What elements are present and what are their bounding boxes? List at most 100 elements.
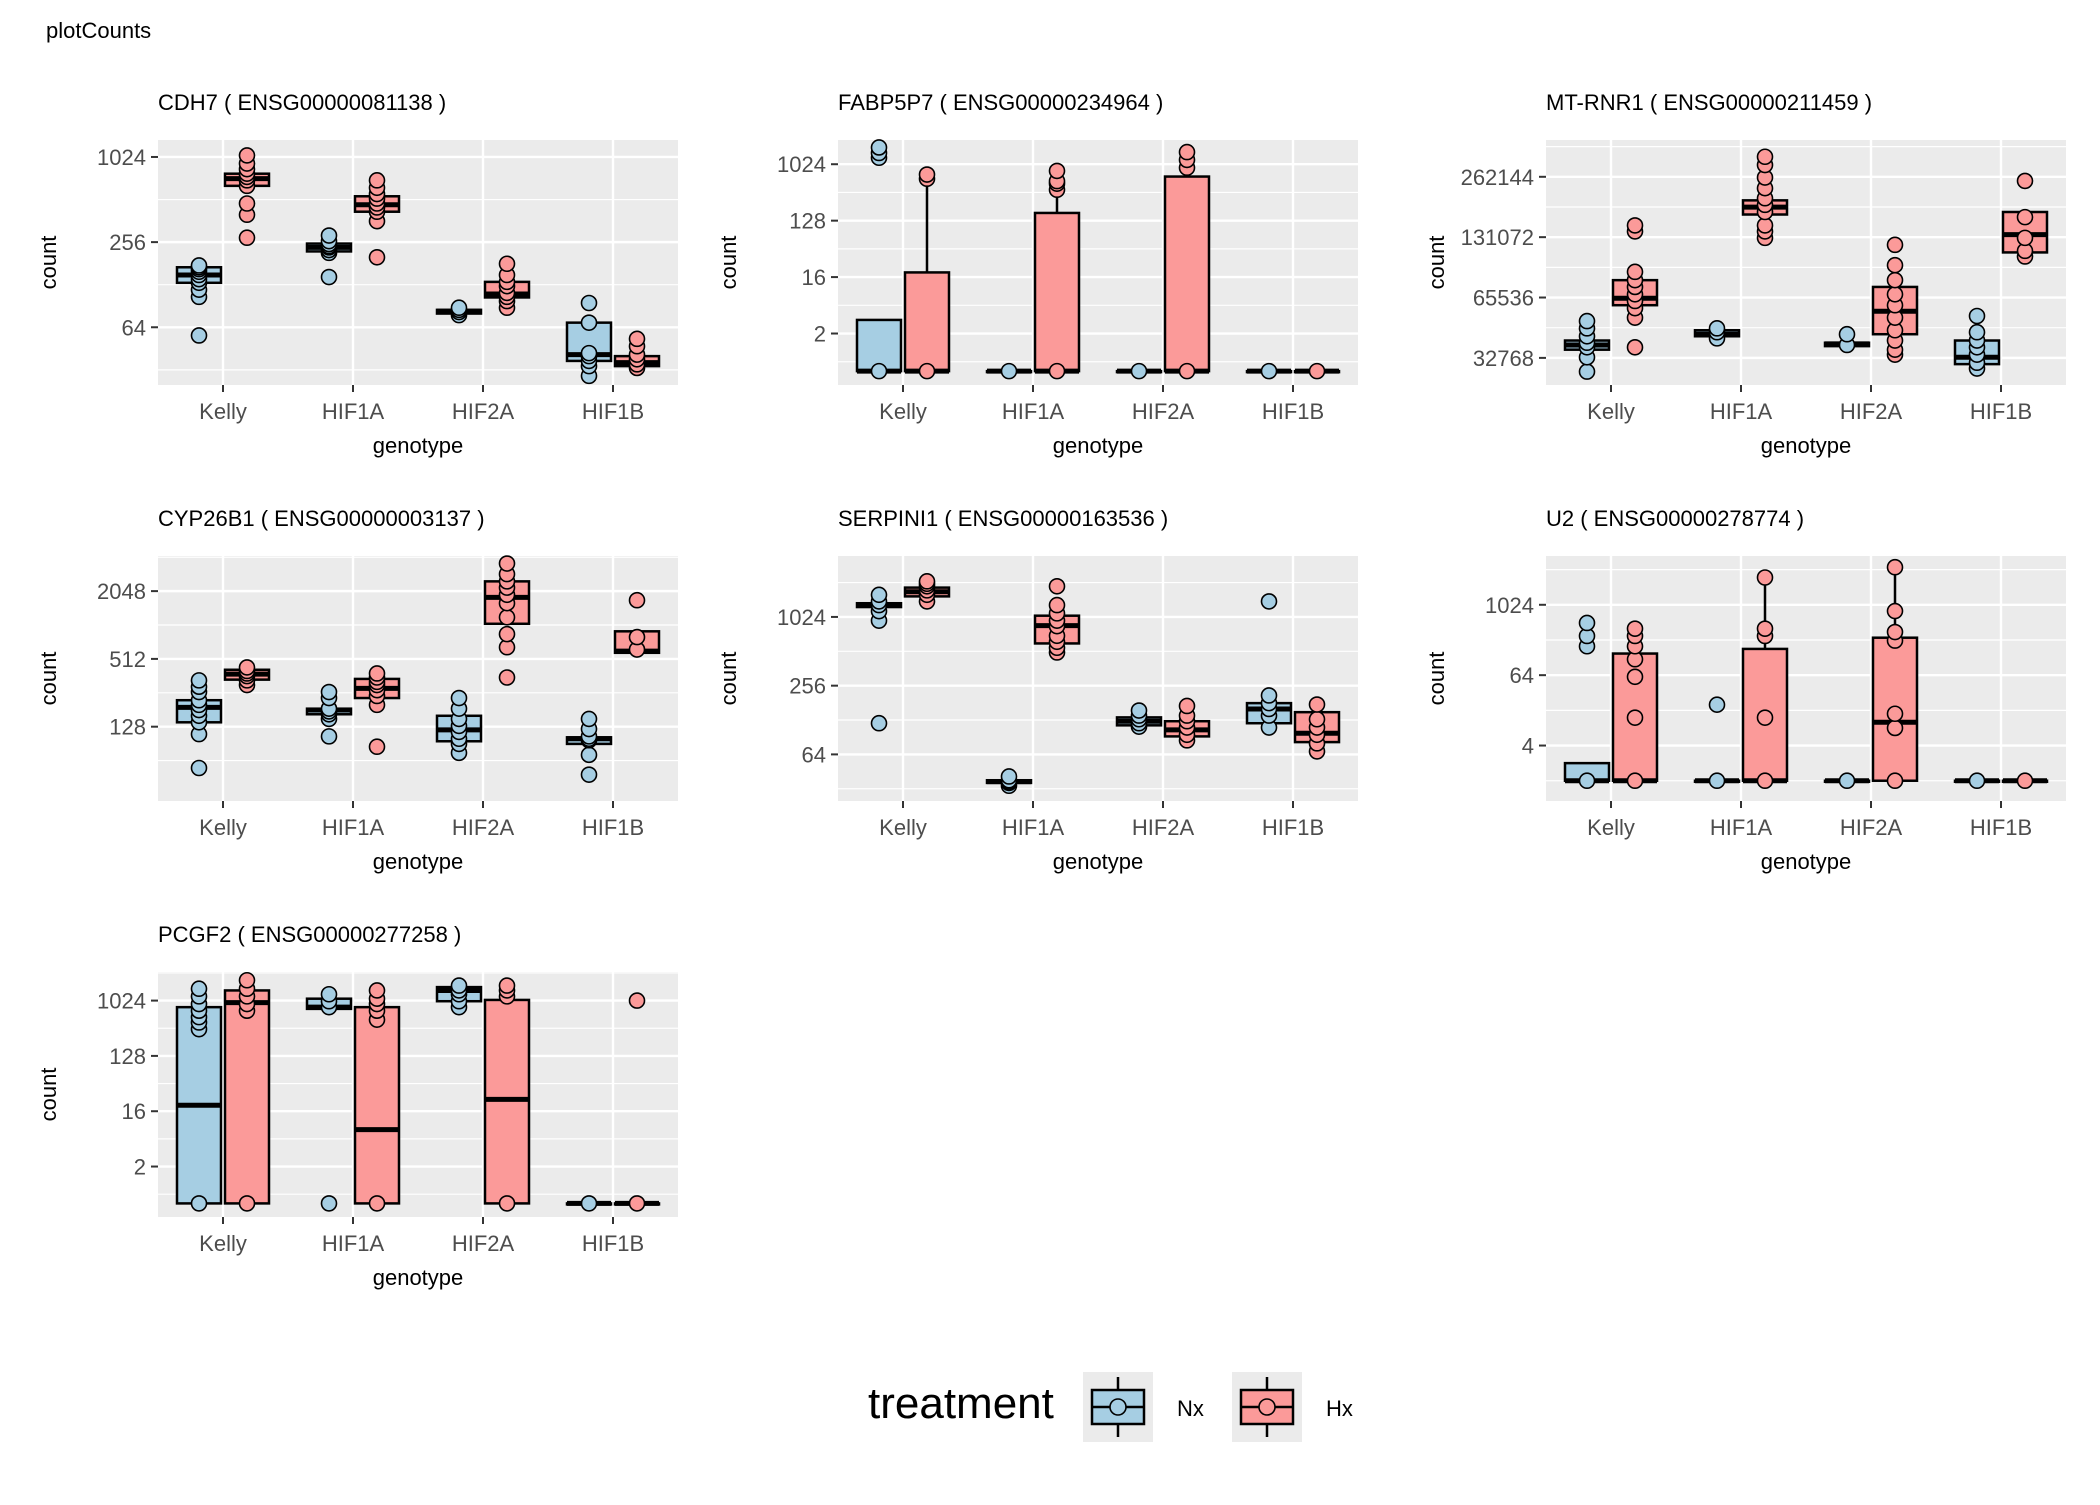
y-axis-title: count xyxy=(1424,236,1449,290)
y-tick-label: 2 xyxy=(134,1155,146,1180)
data-point-Nx xyxy=(1838,772,1856,790)
data-point-Hx xyxy=(368,1195,386,1212)
x-axis-title: genotype xyxy=(1761,849,1852,874)
y-tick-label: 65536 xyxy=(1473,286,1534,311)
data-point-Nx xyxy=(870,362,888,380)
data-point-Hx xyxy=(498,977,516,994)
data-point-Nx xyxy=(1578,614,1596,632)
y-tick-label: 256 xyxy=(789,674,826,699)
data-point-Nx xyxy=(320,268,338,286)
data-point-Hx xyxy=(1048,362,1066,380)
data-point-Hx xyxy=(628,1195,646,1212)
data-point-Hx xyxy=(498,608,516,626)
data-point-Nx xyxy=(1968,323,1986,341)
y-tick-label: 2048 xyxy=(97,579,146,604)
data-point-Hx xyxy=(1308,710,1326,728)
x-tick-label: HIF1A xyxy=(1002,815,1065,840)
data-point-Hx xyxy=(368,665,386,682)
box-Hx xyxy=(1163,175,1211,373)
panel-title: U2 ( ENSG00000278774 ) xyxy=(1546,506,1804,531)
data-point-Nx xyxy=(1968,307,1986,325)
data-point-Nx xyxy=(450,299,468,317)
data-point-Hx xyxy=(628,591,646,609)
data-point-Hx xyxy=(368,738,386,756)
panel-3: MT-RNR1 ( ENSG00000211459 ) 32768 65536 131… xyxy=(1424,90,2066,458)
data-point-Nx xyxy=(580,294,598,312)
data-point-Hx xyxy=(368,982,386,999)
data-point-Nx xyxy=(1708,772,1726,790)
data-point-Hx xyxy=(1756,569,1774,586)
data-point-Hx xyxy=(1308,696,1326,713)
legend-key-Nx xyxy=(1083,1372,1153,1442)
data-point-Hx xyxy=(1756,772,1774,790)
data-point-Hx xyxy=(918,362,936,380)
data-point-Hx xyxy=(1626,668,1644,686)
y-tick-label: 16 xyxy=(802,265,826,290)
data-point-Hx xyxy=(1756,620,1774,637)
data-point-Nx xyxy=(1838,325,1856,343)
y-tick-label: 1024 xyxy=(777,605,826,630)
x-axis-title: genotype xyxy=(373,433,464,458)
data-point-Hx xyxy=(498,1195,516,1212)
y-tick-label: 131072 xyxy=(1461,225,1534,250)
data-point-Nx xyxy=(320,1195,338,1212)
data-point-Hx xyxy=(1178,143,1196,161)
data-point-Nx xyxy=(190,1195,208,1212)
data-point-Hx xyxy=(1886,236,1904,254)
panel-5: SERPINI1 ( ENSG00000163536 ) 64 256 1024 Kel… xyxy=(716,506,1358,874)
x-tick-label: Kelly xyxy=(199,815,247,840)
data-point-Hx xyxy=(238,147,256,164)
y-tick-label: 32768 xyxy=(1473,346,1534,371)
data-point-Nx xyxy=(580,710,598,728)
data-point-Hx xyxy=(1886,772,1904,790)
x-tick-label: HIF1B xyxy=(582,1231,644,1256)
data-point-Hx xyxy=(238,1195,256,1212)
data-point-Hx xyxy=(1886,719,1904,737)
data-point-Hx xyxy=(238,971,256,989)
panel-title: CDH7 ( ENSG00000081138 ) xyxy=(158,90,446,115)
x-tick-label: Kelly xyxy=(199,399,247,424)
y-tick-label: 16 xyxy=(122,1099,146,1124)
data-point-Nx xyxy=(190,759,208,777)
box-Hx xyxy=(353,1005,401,1205)
data-point-Hx xyxy=(238,195,256,212)
data-point-Hx xyxy=(1048,596,1066,614)
x-axis-title: genotype xyxy=(1053,849,1144,874)
y-tick-label: 2 xyxy=(814,322,826,347)
data-point-Nx xyxy=(870,139,888,156)
data-point-Hx xyxy=(628,330,646,348)
legend: treatment Nx Hx xyxy=(868,1372,1353,1442)
data-point-Hx xyxy=(918,166,936,183)
panel-2: FABP5P7 ( ENSG00000234964 ) 2 16 128 1024 Kel… xyxy=(716,90,1358,458)
legend-title: treatment xyxy=(868,1379,1054,1428)
data-point-Hx xyxy=(498,669,516,686)
data-point-Nx xyxy=(1130,702,1148,719)
data-point-Nx xyxy=(580,344,598,362)
x-tick-label: HIF1B xyxy=(1262,815,1324,840)
y-axis-title: count xyxy=(36,652,61,706)
data-point-Nx xyxy=(320,985,338,1003)
data-point-Hx xyxy=(1178,697,1196,715)
x-axis-title: genotype xyxy=(373,849,464,874)
data-point-Hx xyxy=(2016,208,2034,226)
x-axis-title: genotype xyxy=(373,1265,464,1290)
x-tick-label: HIF2A xyxy=(1132,399,1195,424)
data-point-Nx xyxy=(870,714,888,732)
data-point-Nx xyxy=(580,746,598,764)
data-point-Nx xyxy=(1708,320,1726,337)
legend-label-Nx: Nx xyxy=(1177,1396,1204,1421)
x-tick-label: HIF2A xyxy=(452,399,515,424)
data-point-Nx xyxy=(870,586,888,604)
panel-title: PCGF2 ( ENSG00000277258 ) xyxy=(158,922,461,947)
x-tick-label: Kelly xyxy=(879,399,927,424)
data-point-Hx xyxy=(1048,577,1066,595)
data-point-Hx xyxy=(1886,286,1904,303)
data-point-Hx xyxy=(1886,705,1904,723)
panel-4: CYP26B1 ( ENSG00000003137 ) 128 512 2048 Kel… xyxy=(36,506,678,874)
data-point-Hx xyxy=(1626,217,1644,234)
data-point-Hx xyxy=(498,255,516,273)
data-point-Nx xyxy=(1968,772,1986,790)
data-point-Nx xyxy=(1578,772,1596,790)
